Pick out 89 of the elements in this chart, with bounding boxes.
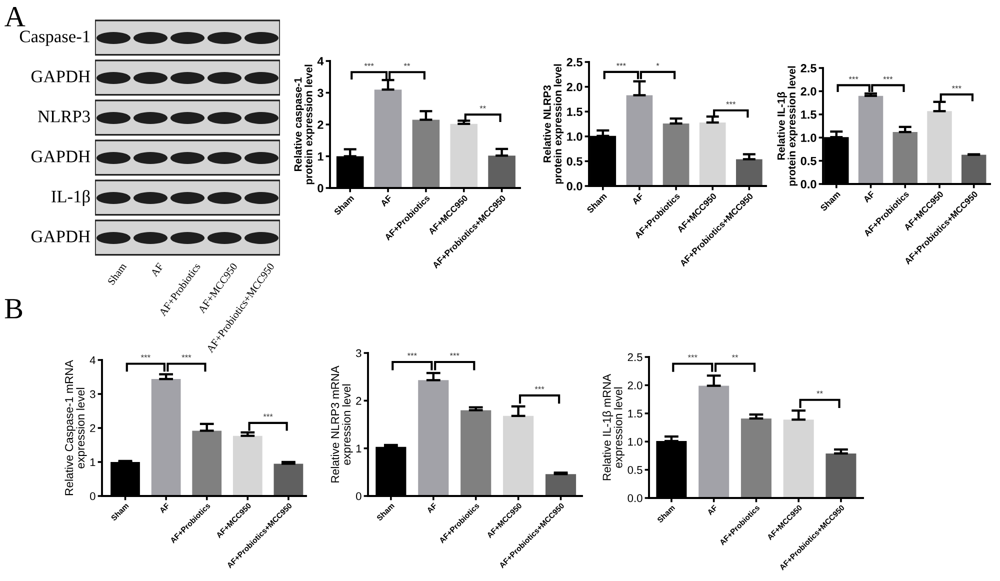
annotation: *** [952, 86, 962, 89]
y-tick-label: 2 [356, 396, 362, 405]
bar [626, 95, 653, 186]
bar [826, 453, 856, 498]
category-label: GAPDH [31, 70, 90, 82]
annotation: *** [883, 76, 893, 80]
bar [961, 154, 986, 184]
bar [736, 159, 762, 186]
y-tick-label: 0 [356, 492, 362, 500]
y-tick-label: 1.0 [567, 132, 582, 141]
bar [662, 124, 690, 186]
y-tick-label: 1 [356, 444, 362, 452]
y-tick-label: 0.0 [800, 180, 816, 188]
y-tick-label: 2.5 [800, 64, 816, 72]
annotation: *** [616, 62, 626, 66]
bar [699, 122, 726, 186]
y-tick-label: 3 [90, 390, 96, 398]
annotation: *** [688, 354, 698, 358]
y-tick-label: 0.0 [566, 182, 582, 190]
bar [192, 430, 222, 496]
y-tick-label: 4 [317, 57, 324, 66]
bar [545, 474, 576, 496]
annotation: *** [364, 63, 374, 66]
bar [274, 464, 304, 496]
category-label: GAPDH [31, 230, 90, 242]
annotation: *** [848, 76, 858, 80]
annotation: * [656, 62, 660, 66]
y-tick-label: 1 [318, 152, 324, 161]
bar [418, 380, 449, 496]
y-tick-label: 2 [90, 424, 96, 432]
y-tick-label: 1.0 [628, 438, 642, 446]
bar [783, 420, 814, 498]
annotation: ** [404, 63, 410, 66]
y-tick-label: 0.0 [628, 494, 642, 502]
y-tick-label: 2 [318, 120, 324, 129]
category-label: Caspase-1 [20, 30, 90, 46]
bar [740, 418, 772, 498]
bar [412, 120, 440, 188]
chart-title: B [4, 299, 22, 318]
text: *** [140, 354, 150, 358]
bar [151, 379, 181, 496]
annotation: ** [816, 390, 823, 394]
y-tick-label: 1.0 [801, 134, 816, 142]
y-axis-title: Relative caspase-1 protein expression level [294, 64, 314, 184]
text: A [4, 6, 26, 26]
category-label: NLRP3 [38, 110, 90, 122]
annotation: *** [534, 386, 544, 390]
category-label: AF [150, 262, 164, 278]
y-tick-label: 2.5 [566, 58, 582, 66]
bar [858, 96, 884, 184]
bar [488, 156, 516, 188]
y-axis-title: Relative NLRP3 protein expression level [543, 64, 564, 184]
y-tick-label: 2.0 [800, 87, 816, 96]
y-tick-label: 3 [317, 88, 324, 98]
y-tick-label: 2.0 [566, 82, 582, 92]
text: *** [182, 354, 192, 358]
bar [460, 410, 492, 496]
y-tick-label: 1 [90, 458, 96, 466]
y-tick-label: 0.5 [800, 156, 816, 166]
bar [503, 416, 534, 496]
y-tick-label: 0.5 [566, 157, 582, 166]
y-tick-label: 3 [356, 349, 362, 358]
y-axis-title: Relative NLRP3 mRNA expression level [330, 366, 353, 482]
bar [232, 436, 262, 496]
annotation: ** [732, 354, 738, 358]
y-tick-label: 1.5 [628, 410, 642, 418]
y-axis-title: Relative Caspase-1 mRNA expression level [64, 360, 87, 496]
y-axis-title: Relative IL-1β mRNA expression level [602, 374, 625, 480]
y-tick-label: 2.0 [628, 381, 642, 390]
category-label: IL-1β [52, 190, 90, 206]
category-label: GAPDH [31, 150, 90, 162]
annotation: *** [450, 352, 460, 356]
annotation: ** [480, 106, 486, 109]
y-tick-label: 4 [90, 356, 96, 364]
y-tick-label: 1.5 [801, 110, 816, 119]
y-tick-label: 2.5 [628, 353, 642, 362]
bar [892, 132, 918, 184]
bar [450, 124, 478, 188]
annotation: *** [263, 414, 273, 417]
bar [698, 386, 730, 498]
y-tick-label: 0 [318, 184, 324, 192]
y-tick-label: 0.5 [628, 466, 642, 474]
annotation: *** [407, 352, 417, 356]
bar [927, 111, 952, 184]
y-tick-label: 0 [90, 492, 96, 500]
annotation: *** [726, 101, 736, 104]
y-tick-label: 1.5 [567, 108, 582, 116]
bar [374, 90, 402, 188]
y-axis-title: Relative IL-1β protein expression level [777, 66, 798, 186]
